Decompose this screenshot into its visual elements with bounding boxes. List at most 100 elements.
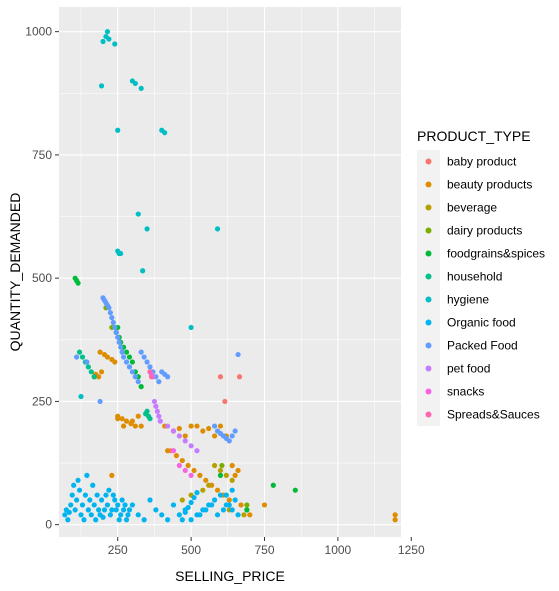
- point-organic-food: [69, 492, 75, 498]
- point-organic-food: [153, 507, 159, 513]
- grid-minor: [59, 7, 401, 537]
- point-packed-food: [123, 359, 130, 365]
- point-beauty-products: [200, 428, 206, 434]
- point-pet-food: [157, 418, 163, 424]
- point-organic-food: [107, 512, 113, 518]
- point-packed-food: [106, 305, 112, 311]
- point-beauty-products: [197, 472, 203, 478]
- point-snacks: [182, 467, 188, 474]
- point-beauty-products: [109, 472, 115, 478]
- point-organic-food: [94, 492, 100, 498]
- legend-key: [425, 227, 432, 234]
- point-packed-food: [229, 433, 235, 439]
- x-axis-title: SELLING_PRICE: [175, 568, 285, 584]
- point-organic-food: [229, 487, 235, 493]
- point-organic-food: [126, 507, 133, 513]
- legend-title: PRODUCT_TYPE: [417, 128, 531, 144]
- point-hygiene: [135, 211, 141, 217]
- point-packed-food: [135, 379, 141, 385]
- point-beauty-products: [104, 354, 111, 360]
- legend-key: [425, 158, 432, 165]
- point-beverage: [211, 462, 218, 469]
- point-organic-food: [197, 512, 203, 518]
- point-packed-food: [116, 339, 122, 345]
- point-hygiene: [138, 85, 144, 91]
- point-organic-food: [119, 497, 125, 503]
- point-packed-food: [113, 329, 119, 335]
- point-beauty-products: [226, 497, 232, 503]
- point-organic-food: [122, 502, 128, 508]
- y-tick-label: 750: [32, 148, 52, 162]
- point-organic-food: [78, 512, 84, 518]
- point-household: [76, 349, 83, 355]
- point-beauty-products: [238, 502, 244, 508]
- point-organic-food: [118, 512, 124, 518]
- point-foodgrains-spices: [126, 354, 133, 360]
- point-packed-food: [235, 351, 241, 358]
- point-packed-food: [118, 344, 124, 350]
- point-organic-food: [194, 490, 200, 496]
- point-packed-food: [84, 359, 90, 365]
- point-organic-food: [93, 517, 99, 523]
- point-beauty-products: [138, 423, 144, 429]
- panel-background: [59, 7, 401, 537]
- point-beauty-products: [229, 462, 235, 469]
- point-beverage: [206, 482, 212, 488]
- point-dairy-products: [219, 462, 225, 469]
- x-tick-label: 250: [108, 543, 128, 557]
- point-household: [91, 374, 97, 380]
- point-beauty-products: [232, 472, 238, 478]
- y-tick-label: 250: [32, 394, 52, 408]
- point-packed-food: [112, 324, 118, 331]
- point-organic-food: [75, 477, 81, 483]
- point-packed-food: [120, 354, 127, 360]
- point-household: [147, 416, 153, 422]
- point-beauty-products: [206, 425, 212, 432]
- legend-label: hygiene: [447, 293, 489, 307]
- y-tick-label: 500: [32, 271, 52, 285]
- legend-label: snacks: [447, 385, 484, 399]
- point-organic-food: [165, 517, 171, 523]
- point-beverage: [229, 477, 235, 483]
- point-organic-food: [214, 512, 221, 518]
- point-packed-food: [141, 354, 147, 360]
- point-hygiene: [162, 130, 168, 136]
- point-beauty-products: [235, 467, 241, 474]
- point-beauty-products: [123, 418, 130, 424]
- point-organic-food: [176, 512, 182, 518]
- point-packed-food: [74, 354, 80, 360]
- point-organic-food: [96, 507, 102, 513]
- point-organic-food: [66, 509, 72, 515]
- point-beauty-products: [112, 359, 118, 365]
- point-organic-food: [65, 517, 71, 523]
- legend-key: [425, 319, 432, 326]
- point-beauty-products: [120, 423, 127, 429]
- point-beverage: [179, 497, 185, 503]
- point-beverage: [241, 512, 247, 518]
- legend-label: Organic food: [447, 316, 516, 330]
- point-organic-food: [226, 502, 232, 508]
- point-organic-food: [101, 507, 108, 513]
- legend-key: [425, 365, 432, 372]
- point-hygiene: [118, 250, 124, 257]
- point-beauty-products: [211, 433, 218, 439]
- point-hygiene: [132, 80, 138, 87]
- point-organic-food: [85, 507, 91, 513]
- point-organic-food: [135, 512, 141, 518]
- point-pet-food: [153, 403, 159, 409]
- x-tick-label: 1000: [325, 543, 352, 557]
- point-organic-food: [81, 517, 87, 523]
- point-packed-food: [138, 349, 144, 355]
- point-packed-food: [144, 359, 150, 365]
- point-packed-food: [211, 423, 218, 429]
- point-organic-food: [88, 512, 94, 518]
- point-organic-food: [232, 497, 238, 503]
- point-beauty-products: [191, 467, 197, 474]
- legend: PRODUCT_TYPE baby product beauty products…: [417, 128, 545, 426]
- point-pet-food: [182, 438, 188, 444]
- point-packed-food: [129, 369, 135, 375]
- point-organic-food: [91, 502, 97, 508]
- point-organic-food: [209, 502, 215, 508]
- y-axis-title: QUANTITY_DEMANDED: [7, 193, 23, 352]
